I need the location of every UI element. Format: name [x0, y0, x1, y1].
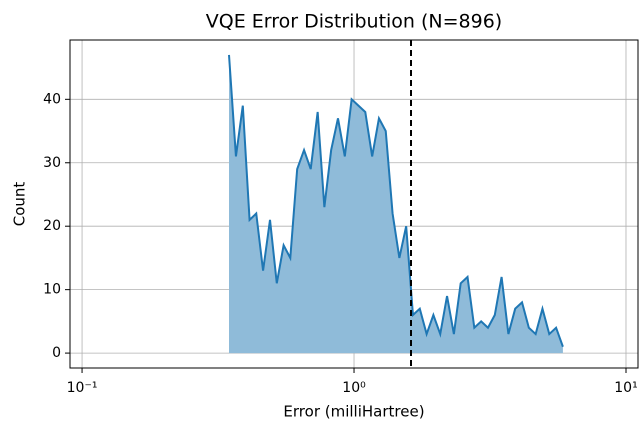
y-tick-label: 40	[43, 91, 61, 107]
x-axis-label: Error (milliHartree)	[283, 403, 424, 421]
y-tick-label: 10	[43, 282, 61, 298]
area	[229, 54, 563, 354]
y-tick-label: 30	[43, 155, 61, 171]
x-tick-label: 10⁰	[342, 380, 366, 396]
x-tick-label: 10⁻¹	[67, 380, 98, 396]
y-axis-label: Count	[11, 182, 29, 227]
x-tick-label: 10¹	[614, 380, 637, 396]
y-tick-label: 0	[52, 345, 61, 361]
plot-frame	[69, 39, 639, 369]
line	[228, 54, 564, 348]
y-tick-label: 20	[43, 218, 61, 234]
chart-title: VQE Error Distribution (N=896)	[206, 11, 502, 33]
